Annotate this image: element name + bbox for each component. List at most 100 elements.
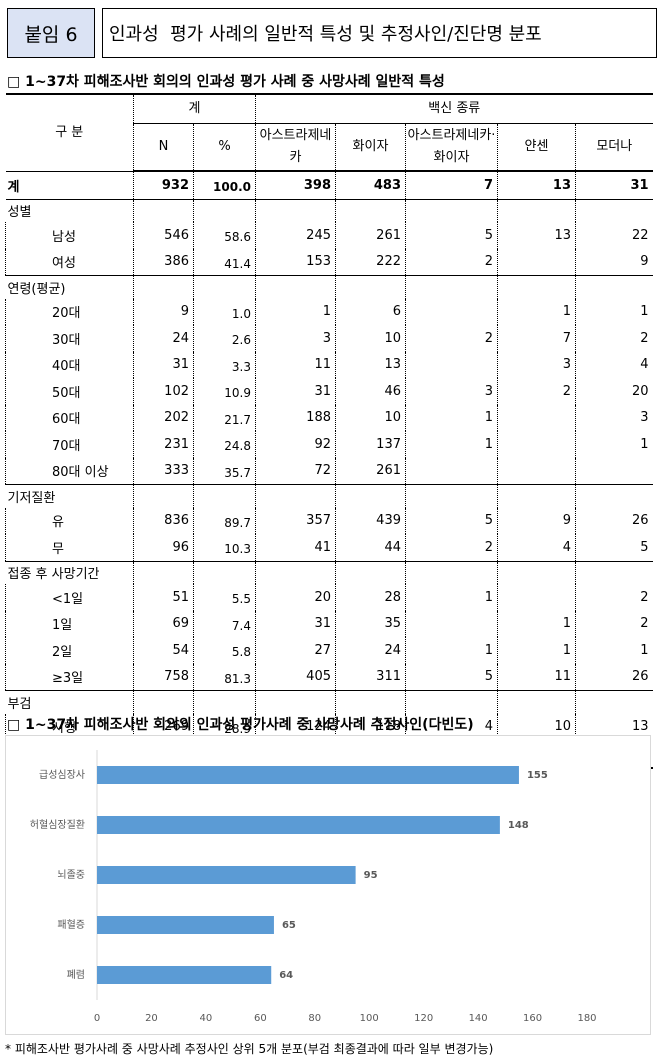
cell: 58.6: [193, 222, 256, 249]
cell: 7: [497, 325, 576, 352]
cell: [405, 610, 498, 637]
cell: 31: [133, 351, 194, 378]
data-label: 155: [527, 770, 548, 781]
cell: 261: [335, 457, 406, 485]
cell: [133, 198, 194, 222]
header-cell: 화이자: [335, 123, 406, 172]
x-tick-label: 120: [414, 1013, 433, 1024]
cell: [497, 431, 576, 458]
cell: 4: [497, 534, 576, 561]
y-tick-label: 폐렴: [67, 968, 85, 981]
cell: 26: [574, 507, 653, 534]
cell: 311: [335, 663, 406, 691]
cell: [255, 560, 336, 584]
data-label: 95: [364, 870, 378, 881]
cell: 20: [255, 584, 336, 611]
cell: 245: [255, 222, 336, 249]
cell: [497, 248, 576, 276]
x-tick-label: 60: [254, 1013, 267, 1024]
row-label: ≥3일: [5, 663, 134, 691]
cell: [497, 275, 576, 299]
row-label: 1일: [5, 610, 134, 637]
cell: 153: [255, 248, 336, 276]
row-label: 20대: [5, 298, 134, 325]
chart: 0 20 40 60 80 100 120 140 160 180 급성심장사 155 허혈심장질환 14…: [5, 735, 651, 1035]
cell: 13: [497, 222, 576, 249]
cell: 89.7: [193, 507, 256, 534]
cell: [405, 457, 498, 485]
cell: 3: [255, 325, 336, 352]
cell: 3: [574, 404, 653, 431]
x-tick-label: 180: [577, 1013, 596, 1024]
cell: 10: [335, 404, 406, 431]
cell: 231: [133, 431, 194, 458]
cell: 46: [335, 378, 406, 405]
cell: 7.4: [193, 610, 256, 637]
cell: 2: [574, 610, 653, 637]
cell: 92: [255, 431, 336, 458]
cell: [405, 484, 498, 508]
table-row: 30대 24 2.6 3 10 2 7 2: [5, 325, 653, 352]
table-row: 계 932 100.0 398 483 7 13 31: [5, 170, 653, 199]
cell: 836: [133, 507, 194, 534]
cell: [405, 690, 498, 714]
cell: [255, 690, 336, 714]
cell: 188: [255, 404, 336, 431]
cell: 1: [574, 431, 653, 458]
x-tick-label: 80: [308, 1013, 321, 1024]
cell: 1: [497, 610, 576, 637]
cell: 386: [133, 248, 194, 276]
cell: 96: [133, 534, 194, 561]
table-row: 2일 54 5.8 27 24 1 1 1: [5, 637, 653, 664]
cell: 31: [255, 378, 336, 405]
appendix-tag: 붙임 6: [7, 8, 95, 58]
cell: 31: [255, 610, 336, 637]
row-label: 남성: [5, 222, 134, 249]
cell: 1: [405, 404, 498, 431]
cell: [193, 484, 256, 508]
cell: 1: [405, 431, 498, 458]
cell: 9: [133, 298, 194, 325]
cell: 3: [497, 351, 576, 378]
cell: 81.3: [193, 663, 256, 691]
table-row: 여성 386 41.4 153 222 2 9: [5, 248, 653, 276]
cell: 9: [574, 248, 653, 276]
cell: [255, 484, 336, 508]
bar: [97, 866, 356, 884]
cell: 5: [405, 663, 498, 691]
header-cell: 아스트라제네카: [255, 123, 336, 172]
cell: 5: [405, 507, 498, 534]
cell: 333: [133, 457, 194, 485]
row-label: 30대: [5, 325, 134, 352]
row-label: 연령(평균): [5, 275, 134, 299]
cell: [193, 690, 256, 714]
row-label: 80대 이상: [5, 457, 134, 485]
table-row: 유 836 89.7 357 439 5 9 26: [5, 507, 653, 534]
cell: 28: [335, 584, 406, 611]
row-label: 기저질환: [5, 484, 134, 508]
bar: [97, 916, 274, 934]
cell: 3.3: [193, 351, 256, 378]
y-tick-label: 뇌졸중: [57, 869, 85, 881]
data-label: 148: [508, 820, 529, 831]
y-tick-label: 패혈증: [57, 918, 85, 931]
row-label: 접종 후 사망기간: [5, 560, 134, 584]
cell: 5.8: [193, 637, 256, 664]
cell: 27: [255, 637, 336, 664]
table-row: 70대 231 24.8 92 137 1 1: [5, 431, 653, 458]
row-label: 성별: [5, 198, 134, 222]
cell: [405, 351, 498, 378]
x-tick-label: 140: [469, 1013, 488, 1024]
cell: 10.9: [193, 378, 256, 405]
bar: [97, 766, 519, 784]
table-row: ≥3일 758 81.3 405 311 5 11 26: [5, 663, 653, 691]
table-row: 1일 69 7.4 31 35 1 2: [5, 610, 653, 637]
cell: 41.4: [193, 248, 256, 276]
footnote: * 피해조사반 평가사례 중 사망사례 추정사인 상위 5개 분포(부검 최종결…: [5, 1042, 494, 1056]
cell: [497, 584, 576, 611]
cell: [335, 690, 406, 714]
cell: [497, 198, 576, 222]
cell: 4: [574, 351, 653, 378]
cell: 35.7: [193, 457, 256, 485]
